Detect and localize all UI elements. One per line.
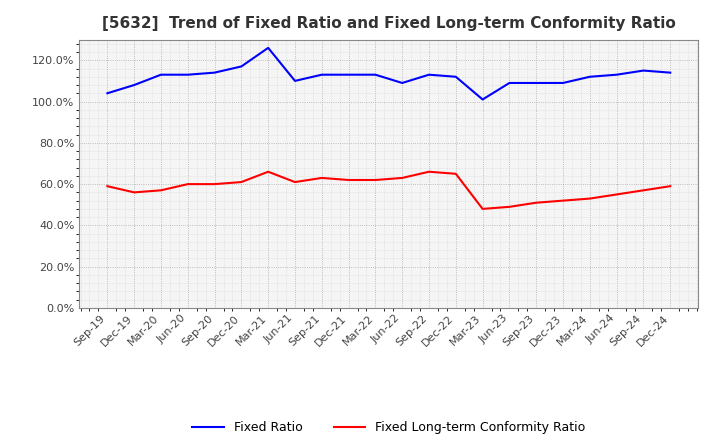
Fixed Ratio xyxy=(612,72,621,77)
Fixed Long-term Conformity Ratio xyxy=(639,188,648,193)
Fixed Ratio xyxy=(425,72,433,77)
Fixed Long-term Conformity Ratio xyxy=(210,181,219,187)
Fixed Ratio xyxy=(398,81,407,86)
Fixed Ratio xyxy=(291,78,300,84)
Title: [5632]  Trend of Fixed Ratio and Fixed Long-term Conformity Ratio: [5632] Trend of Fixed Ratio and Fixed Lo… xyxy=(102,16,675,32)
Fixed Ratio xyxy=(532,81,541,86)
Fixed Long-term Conformity Ratio xyxy=(478,206,487,212)
Fixed Long-term Conformity Ratio xyxy=(291,180,300,185)
Fixed Long-term Conformity Ratio xyxy=(157,188,166,193)
Fixed Ratio xyxy=(585,74,594,79)
Fixed Ratio xyxy=(505,81,514,86)
Fixed Ratio xyxy=(210,70,219,75)
Fixed Long-term Conformity Ratio xyxy=(532,200,541,205)
Fixed Long-term Conformity Ratio xyxy=(585,196,594,201)
Fixed Ratio xyxy=(666,70,675,75)
Fixed Ratio xyxy=(103,91,112,96)
Fixed Long-term Conformity Ratio xyxy=(130,190,138,195)
Fixed Long-term Conformity Ratio xyxy=(237,180,246,185)
Fixed Long-term Conformity Ratio xyxy=(451,171,460,176)
Fixed Ratio xyxy=(344,72,353,77)
Fixed Long-term Conformity Ratio xyxy=(559,198,567,203)
Line: Fixed Ratio: Fixed Ratio xyxy=(107,48,670,99)
Fixed Long-term Conformity Ratio xyxy=(666,183,675,189)
Line: Fixed Long-term Conformity Ratio: Fixed Long-term Conformity Ratio xyxy=(107,172,670,209)
Fixed Long-term Conformity Ratio xyxy=(103,183,112,189)
Fixed Ratio xyxy=(478,97,487,102)
Fixed Ratio xyxy=(451,74,460,79)
Fixed Long-term Conformity Ratio xyxy=(612,192,621,197)
Fixed Long-term Conformity Ratio xyxy=(184,181,192,187)
Fixed Ratio xyxy=(264,45,272,51)
Fixed Long-term Conformity Ratio xyxy=(425,169,433,174)
Fixed Ratio xyxy=(237,64,246,69)
Fixed Ratio xyxy=(371,72,379,77)
Fixed Long-term Conformity Ratio xyxy=(344,177,353,183)
Fixed Long-term Conformity Ratio xyxy=(318,175,326,180)
Fixed Long-term Conformity Ratio xyxy=(398,175,407,180)
Legend: Fixed Ratio, Fixed Long-term Conformity Ratio: Fixed Ratio, Fixed Long-term Conformity … xyxy=(187,416,590,439)
Fixed Ratio xyxy=(318,72,326,77)
Fixed Long-term Conformity Ratio xyxy=(371,177,379,183)
Fixed Ratio xyxy=(559,81,567,86)
Fixed Ratio xyxy=(157,72,166,77)
Fixed Ratio xyxy=(130,82,138,88)
Fixed Long-term Conformity Ratio xyxy=(505,204,514,209)
Fixed Ratio xyxy=(184,72,192,77)
Fixed Long-term Conformity Ratio xyxy=(264,169,272,174)
Fixed Ratio xyxy=(639,68,648,73)
